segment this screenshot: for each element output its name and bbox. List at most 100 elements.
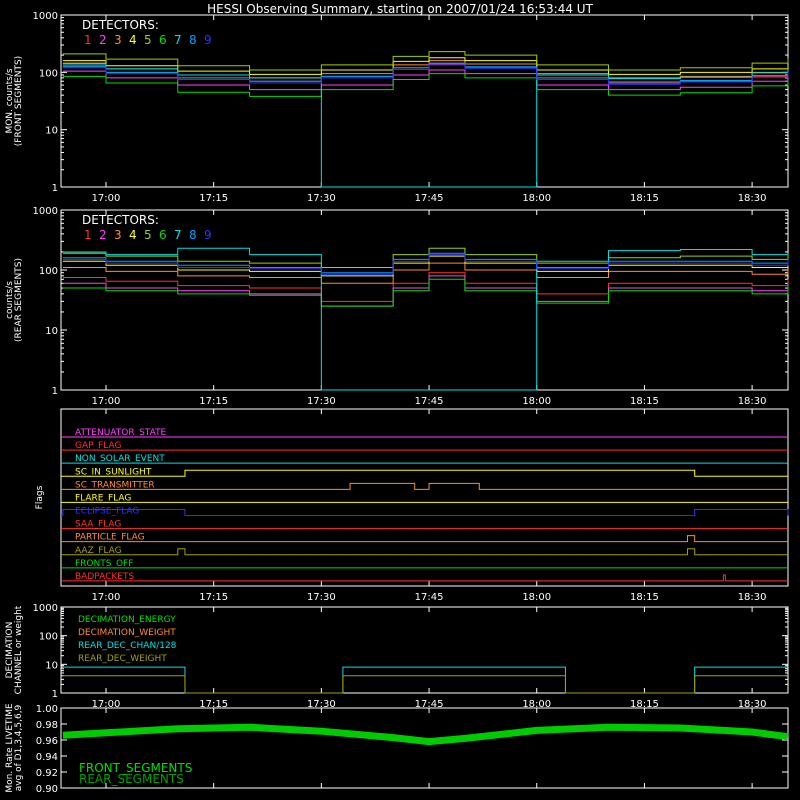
flag-label: PARTICLE_FLAG	[75, 533, 145, 543]
flag-label: GAP_FLAG	[75, 441, 121, 451]
y-axis-label: counts/s	[5, 281, 15, 319]
front-segments-panel: 17:00 17:15 17:30 17:45 18:00 18:15 18:30 MON. …	[5, 11, 789, 204]
flag-label: SC_IN_SUNLIGHT	[75, 467, 152, 477]
x-tick-label: 17:30	[307, 193, 336, 204]
series-detector-5	[62, 51, 789, 71]
legend-detector-9: 9	[204, 33, 212, 47]
rear-segments-panel: 17:00 17:15 17:30 17:45 18:00 18:15 18:30 count…	[5, 206, 789, 407]
legend-detector-4: 4	[129, 33, 137, 47]
legend-detector-5: 5	[144, 228, 152, 242]
legend-detector-7: 7	[174, 228, 182, 242]
y-tick-label: 1	[52, 386, 58, 397]
legend-detector-2: 2	[99, 33, 107, 47]
legend-title: DETECTORS:	[82, 213, 159, 227]
legend-detector-7: 7	[174, 33, 182, 47]
legend-detector-4: 4	[129, 228, 137, 242]
flag-label: FLARE_FLAG	[75, 493, 131, 503]
x-tick-label: 17:15	[199, 396, 228, 407]
y-axis-label: Mon. Rate LIVETIME	[5, 703, 15, 793]
panel-frame	[60, 408, 789, 587]
legend-entry: REAR_DEC_WEIGHT	[78, 654, 167, 664]
decimation-panel: 17:00 17:15 17:30 17:45 18:00 18:15 18:30 DECIM…	[5, 603, 789, 710]
legend-detector-6: 6	[159, 228, 167, 242]
x-tick-label: 17:30	[307, 396, 336, 407]
y-tick-label: 1000	[33, 603, 58, 614]
x-tick-label: 17:30	[307, 699, 336, 710]
legend-detector-1: 1	[84, 33, 92, 47]
y-axis-label: (REAR SEGMENTS)	[14, 258, 24, 342]
legend-entry: REAR_DEC_CHAN/128	[78, 641, 177, 651]
x-tick-label: 18:15	[630, 592, 659, 603]
y-tick-label: 0.98	[36, 720, 58, 731]
legend-detector-8: 8	[189, 228, 197, 242]
flags-panel: 17:00 17:15 17:30 17:45 18:00 18:15 18:30 Flags…	[35, 408, 789, 603]
flag-label: ECLIPSE_FLAG	[75, 507, 139, 517]
flag-line	[61, 574, 788, 582]
y-axis-label: avg of D1,3,4,5,6,9	[14, 704, 24, 791]
y-tick-label: 1	[52, 689, 58, 700]
x-tick-label: 17:45	[415, 193, 444, 204]
series-detector-7	[62, 247, 789, 391]
y-axis-label: (FRONT SEGMENTS)	[14, 56, 24, 146]
flag-label: AAZ_FLAG	[75, 546, 122, 556]
series-detector-9	[62, 64, 789, 85]
x-tick-label: 18:00	[522, 193, 551, 204]
y-tick-label: 0.92	[36, 768, 58, 779]
legend-entry: FRONT_SEGMENTS	[79, 761, 192, 775]
legend-title: DETECTORS:	[82, 18, 159, 32]
y-tick-label: 100	[39, 266, 58, 277]
x-tick-label: 17:45	[415, 396, 444, 407]
legend-entry: DECIMATION_WEIGHT	[78, 628, 176, 638]
flag-line	[61, 469, 788, 477]
legend-detector-5: 5	[144, 33, 152, 47]
x-tick-label: 17:00	[92, 396, 121, 407]
legend-detector-8: 8	[189, 33, 197, 47]
series-detector-9	[62, 254, 789, 275]
x-tick-label: 17:45	[415, 592, 444, 603]
flag-label: BADPACKETS	[75, 572, 134, 582]
series-front-segments	[62, 723, 789, 746]
y-tick-label: 1.00	[36, 704, 58, 715]
x-tick-label: 18:00	[522, 592, 551, 603]
series-detector-6	[62, 73, 789, 97]
series-rear-dec-weight	[62, 675, 788, 694]
y-tick-label: 100	[39, 68, 58, 79]
y-tick-label: 1000	[33, 206, 58, 217]
y-axis-label: CHANNEL or weight	[14, 605, 24, 694]
y-tick-label: 10	[45, 126, 58, 137]
x-tick-label: 18:15	[630, 193, 659, 204]
legend-detector-6: 6	[159, 33, 167, 47]
flag-label: FRONTS_OFF	[75, 559, 133, 569]
flag-line	[61, 535, 788, 543]
figure-title: HESSI Observing Summary, starting on 200…	[207, 2, 593, 16]
y-axis-label: DECIMATION	[5, 622, 15, 679]
x-tick-label: 18:30	[738, 396, 767, 407]
y-tick-label: 0.96	[36, 736, 58, 747]
x-tick-label: 18:15	[630, 396, 659, 407]
x-tick-label: 17:45	[415, 699, 444, 710]
legend-entry: DECIMATION_ENERGY	[78, 615, 176, 625]
x-tick-label: 18:00	[522, 396, 551, 407]
livetime-panel: Mon. Rate LIVETIME avg of D1,3,4,5,6,9 0.9…	[5, 703, 789, 795]
x-tick-label: 17:15	[199, 699, 228, 710]
flag-line	[61, 548, 788, 556]
x-tick-label: 18:00	[522, 699, 551, 710]
flag-label: ATTENUATOR_STATE	[75, 428, 167, 438]
legend-entry: REAR_SEGMENTS	[79, 772, 184, 786]
legend-detector-3: 3	[114, 228, 122, 242]
legend-detector-3: 3	[114, 33, 122, 47]
panels: 17:00 17:15 17:30 17:45 18:00 18:15 18:30 MON. …	[5, 11, 789, 795]
y-tick-label: 0.90	[36, 784, 58, 795]
panel-frame	[60, 707, 789, 789]
series-detector-6	[62, 278, 789, 307]
series-detector-3	[62, 262, 789, 284]
x-tick-label: 18:30	[738, 193, 767, 204]
y-tick-label: 10	[45, 326, 58, 337]
flag-label: SC_TRANSMITTER	[75, 480, 155, 490]
legend-detector-1: 1	[84, 228, 92, 242]
flag-line	[61, 509, 789, 516]
y-tick-label: 1000	[33, 11, 58, 22]
x-tick-label: 17:30	[307, 592, 336, 603]
y-tick-label: 0.94	[36, 752, 58, 763]
